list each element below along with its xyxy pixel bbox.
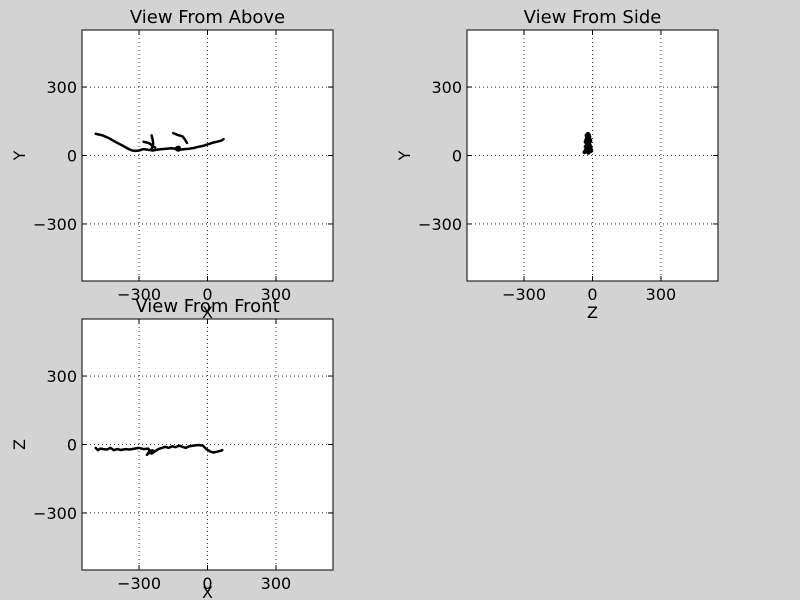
data-point (588, 146, 593, 151)
data-point (586, 132, 591, 137)
x-tick-label: 0 (587, 285, 597, 304)
chart-title: View From Front (135, 296, 279, 317)
series-line (174, 145, 182, 152)
y-tick-label: 0 (67, 436, 77, 455)
plot-frame (81, 318, 334, 571)
plot-frame (81, 29, 334, 282)
y-tick-label: −300 (33, 215, 77, 234)
plot-area (82, 30, 333, 281)
series-line (145, 448, 154, 457)
x-axis-label: Z (587, 303, 598, 322)
series-line (149, 134, 155, 152)
y-tick-label: 0 (452, 147, 462, 166)
x-axis-label: X (202, 303, 213, 322)
x-tick-label: −300 (502, 285, 546, 304)
y-tick-label: 300 (46, 78, 77, 97)
plot-area (467, 30, 718, 281)
chart-title: View From Side (524, 7, 662, 28)
y-axis-label: Y (395, 150, 414, 161)
y-tick-label: −300 (33, 504, 77, 523)
data-point (585, 144, 590, 149)
x-tick-label: 300 (646, 285, 677, 304)
subplot-2: −300 0 300 −300 0 300 View From Side Z Y (395, 7, 719, 322)
y-tick-label: 0 (67, 147, 77, 166)
y-axis-label: Z (10, 439, 29, 450)
chart-title: View From Above (130, 7, 285, 28)
y-axis-label: Y (10, 150, 29, 161)
series-line (172, 131, 189, 145)
data-point (583, 148, 588, 153)
plot-frame (466, 29, 719, 282)
data-point (586, 150, 591, 155)
x-tick-label: −300 (117, 285, 161, 304)
x-tick-label: 0 (202, 285, 212, 304)
y-tick-label: −300 (418, 215, 462, 234)
data-point (585, 138, 590, 143)
x-tick-label: −300 (117, 574, 161, 593)
plot-area (82, 319, 333, 570)
y-tick-label: 300 (431, 78, 462, 97)
y-tick-label: 300 (46, 367, 77, 386)
x-tick-label: 300 (261, 574, 292, 593)
x-tick-label: 300 (261, 285, 292, 304)
subplot-1: −300 0 300 −300 0 300 View From Above X Y (10, 7, 334, 322)
x-tick-label: 0 (202, 574, 212, 593)
x-axis-label: X (202, 583, 213, 600)
series-line (94, 443, 224, 455)
series-line (94, 132, 225, 153)
